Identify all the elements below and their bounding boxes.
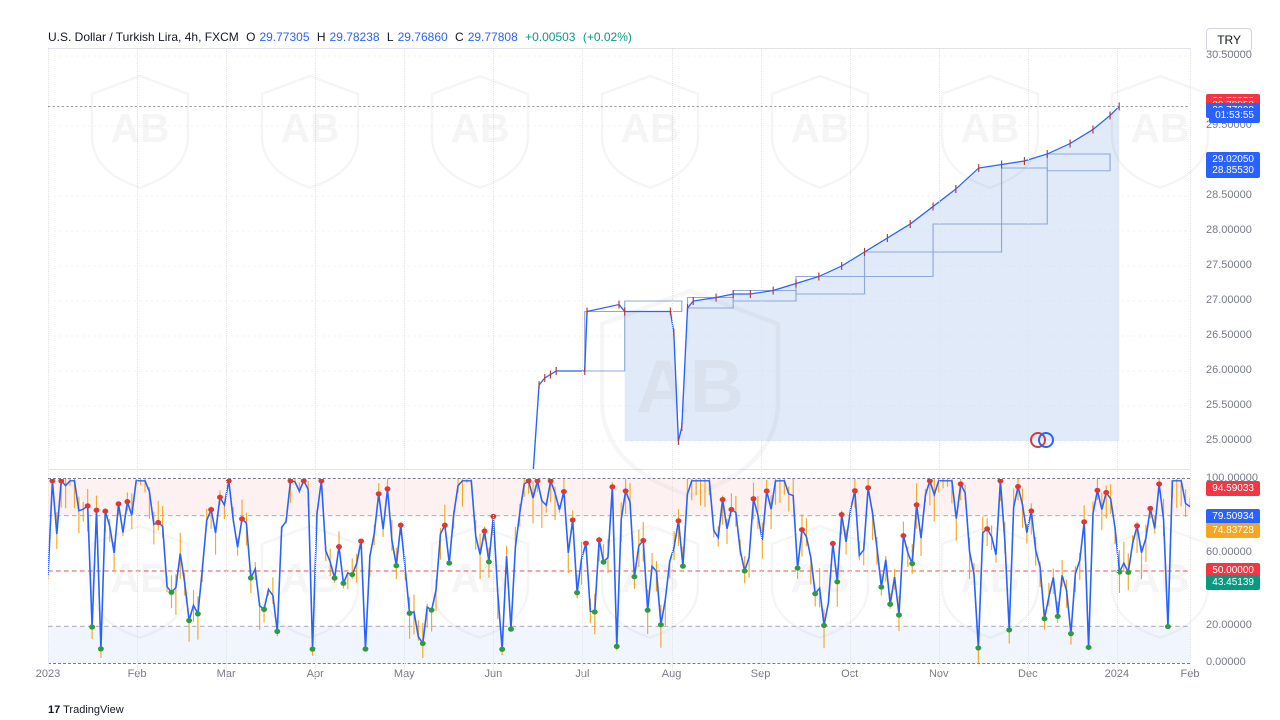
symbol-header: U.S. Dollar / Turkish Lira, 4h, FXCM O29… — [48, 30, 632, 44]
low-value: 29.76860 — [398, 30, 448, 44]
indicator-tick: 60.00000 — [1206, 546, 1252, 558]
grid-line — [1117, 48, 1118, 680]
symbol-name[interactable]: U.S. Dollar / Turkish Lira — [48, 30, 178, 44]
price-tick: 27.50000 — [1206, 259, 1252, 271]
provider: FXCM — [205, 30, 239, 44]
grid-line — [672, 48, 673, 680]
grid-line — [226, 48, 227, 680]
price-tick: 28.50000 — [1206, 189, 1252, 201]
grid-line — [493, 48, 494, 680]
price-tick: 25.00000 — [1206, 434, 1252, 446]
interval[interactable]: 4h — [185, 30, 198, 44]
indicator-flag: 79.50934 — [1206, 509, 1260, 524]
grid-line — [582, 48, 583, 680]
grid-line — [1190, 48, 1191, 680]
tradingview-logo[interactable]: 17 TradingView — [48, 704, 124, 716]
price-tick: 30.50000 — [1206, 49, 1252, 61]
target-flag-icon[interactable] — [1030, 432, 1054, 448]
price-tick: 25.50000 — [1206, 399, 1252, 411]
indicator-tick: 0.00000 — [1206, 656, 1246, 668]
high-value: 29.78238 — [330, 30, 380, 44]
close-value: 29.77808 — [468, 30, 518, 44]
indicator-flag: 74.83728 — [1206, 523, 1260, 538]
grid-line — [1028, 48, 1029, 680]
grid-line — [850, 48, 851, 680]
ohlc-block: O29.77305 H29.78238 L29.76860 C29.77808 … — [242, 30, 632, 44]
grid-line — [137, 48, 138, 680]
open-value: 29.77305 — [259, 30, 309, 44]
price-tick: 27.00000 — [1206, 294, 1252, 306]
indicator-flag: 94.59033 — [1206, 481, 1260, 496]
grid-line — [761, 48, 762, 680]
main-chart-pane[interactable] — [48, 48, 1190, 470]
change-pct: (+0.02%) — [583, 30, 632, 44]
grid-line — [939, 48, 940, 680]
price-tick: 26.00000 — [1206, 364, 1252, 376]
indicator-tick: 20.00000 — [1206, 619, 1252, 631]
price-flag: 01:53:55 — [1209, 108, 1260, 123]
grid-line — [48, 48, 49, 680]
time-axis[interactable]: 2023FebMarAprMayJunJulAugSepOctNovDec202… — [48, 668, 1190, 688]
change-value: +0.00503 — [525, 30, 575, 44]
grid-line — [404, 48, 405, 680]
indicator-flag: 43.45139 — [1206, 575, 1260, 590]
indicator-pane[interactable] — [48, 478, 1190, 664]
price-tick: 28.00000 — [1206, 224, 1252, 236]
grid-line — [315, 48, 316, 680]
price-flag: 28.85530 — [1206, 163, 1260, 178]
price-tick: 26.50000 — [1206, 329, 1252, 341]
